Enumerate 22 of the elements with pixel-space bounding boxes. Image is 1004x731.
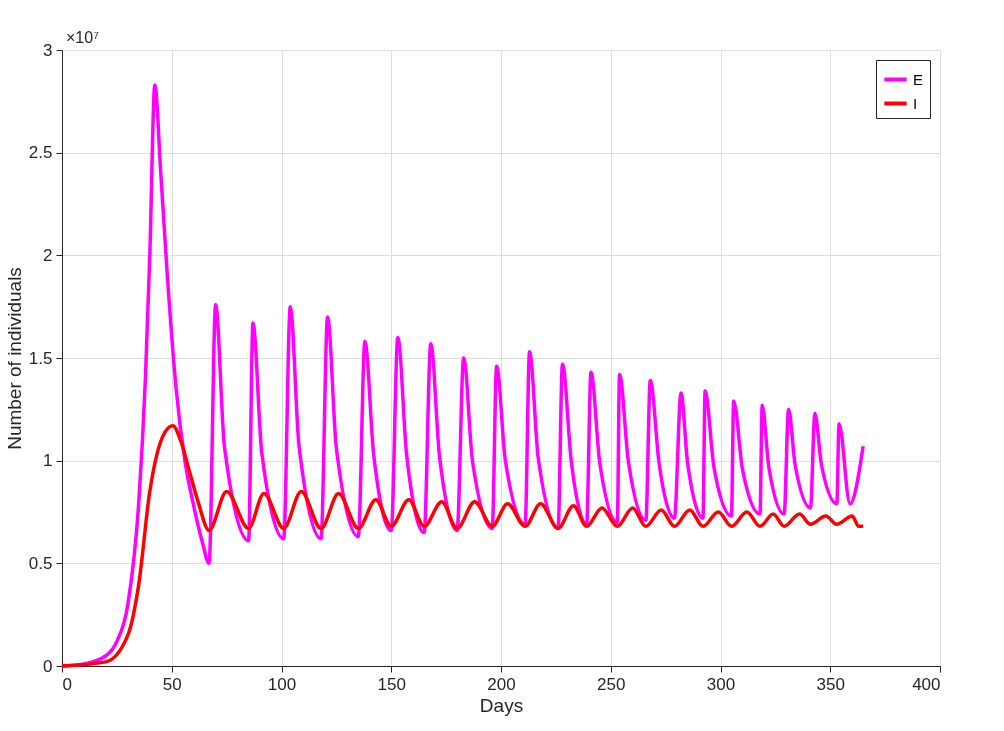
y-tick-label: 2	[43, 245, 53, 265]
x-tick-label: 50	[162, 674, 182, 694]
x-tick-label: 0	[62, 674, 72, 694]
y-tick-label: 0	[43, 656, 53, 676]
text: ×10⁷	[66, 29, 100, 46]
legend-label: E	[913, 70, 924, 88]
y-tick-label: 1	[43, 451, 53, 471]
y-tick-label: 1.5	[28, 348, 53, 368]
y-axis-title: Number of individuals	[3, 267, 25, 450]
x-tick-label: 200	[487, 674, 516, 694]
x-tick-label: 350	[816, 674, 845, 694]
x-tick-label: 150	[377, 674, 406, 694]
y-tick-label: 0.5	[28, 553, 53, 573]
x-tick-label: 400	[912, 674, 941, 694]
line-series	[60, 424, 865, 668]
x-tick-label: 300	[706, 674, 736, 694]
legend-label: I	[913, 94, 918, 112]
y-tick-label: 2.5	[28, 143, 53, 163]
y-tick-label: 3	[43, 40, 53, 60]
x-tick-label: 250	[597, 674, 626, 694]
x-axis-title: Days	[479, 694, 524, 716]
x-tick-label: 100	[267, 674, 297, 694]
